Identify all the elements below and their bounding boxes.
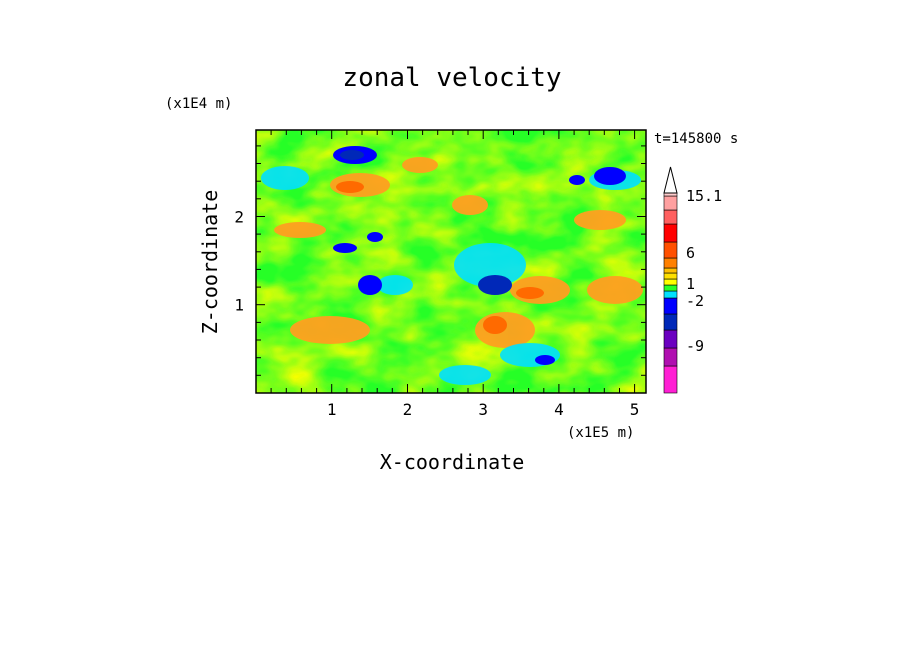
y-axis-unit: (x1E4 m)	[165, 96, 232, 112]
colorbar-bin	[663, 278, 678, 286]
plot-frame	[255, 129, 647, 394]
colorbar-bin	[663, 365, 678, 394]
colorbar-label: 1	[686, 275, 695, 293]
y-axis-label: Z-coordinate	[198, 190, 222, 335]
x-axis-label: X-coordinate	[380, 450, 525, 474]
y-tick-labels: 12	[234, 208, 244, 315]
colorbar-bin	[663, 267, 678, 274]
colorbar-bin	[663, 223, 678, 243]
colorbar-label: -9	[686, 337, 704, 355]
colorbar-bin	[663, 297, 678, 315]
colorbar-label: 6	[686, 244, 695, 262]
cyan-patches	[261, 166, 641, 385]
field-blobs	[256, 130, 646, 393]
contour-field	[256, 130, 646, 393]
strong-negative-patches	[340, 150, 512, 295]
colorbar-bin	[663, 290, 678, 299]
colorbar-bin	[663, 209, 678, 225]
positive-patches	[274, 157, 643, 348]
x-tick-label: 4	[554, 400, 564, 419]
colorbar-label: -2	[686, 292, 704, 310]
x-tick-label: 1	[327, 400, 337, 419]
colorbar-bin	[663, 257, 678, 269]
colorbar-bin	[663, 272, 678, 280]
chart-title: zonal velocity	[342, 63, 561, 93]
y-tick-label: 2	[234, 208, 244, 227]
colorbar-label: 15.1	[686, 187, 722, 205]
colorbar-bin	[663, 284, 678, 292]
colorbar-bin	[663, 313, 678, 331]
colorbar-bin	[663, 195, 678, 211]
x-tick-label: 5	[630, 400, 640, 419]
axis-ticks	[256, 130, 646, 393]
x-tick-label: 2	[403, 400, 413, 419]
colorbar-bin	[663, 329, 678, 349]
strong-positive-patches	[336, 181, 544, 334]
time-label: t=145800 s	[654, 131, 738, 147]
x-tick-label: 3	[478, 400, 488, 419]
x-tick-labels: 1 2 3 4 5	[327, 400, 640, 419]
colorbar-bin	[663, 241, 678, 259]
colorbar-arrow	[663, 166, 678, 194]
y-tick-label: 1	[234, 296, 244, 315]
x-axis-unit: (x1E5 m)	[567, 425, 634, 441]
colorbar-bin	[663, 347, 678, 367]
colorbar-labels: 15.1 6 1-2 -9	[686, 187, 722, 355]
colorbar	[663, 192, 678, 394]
